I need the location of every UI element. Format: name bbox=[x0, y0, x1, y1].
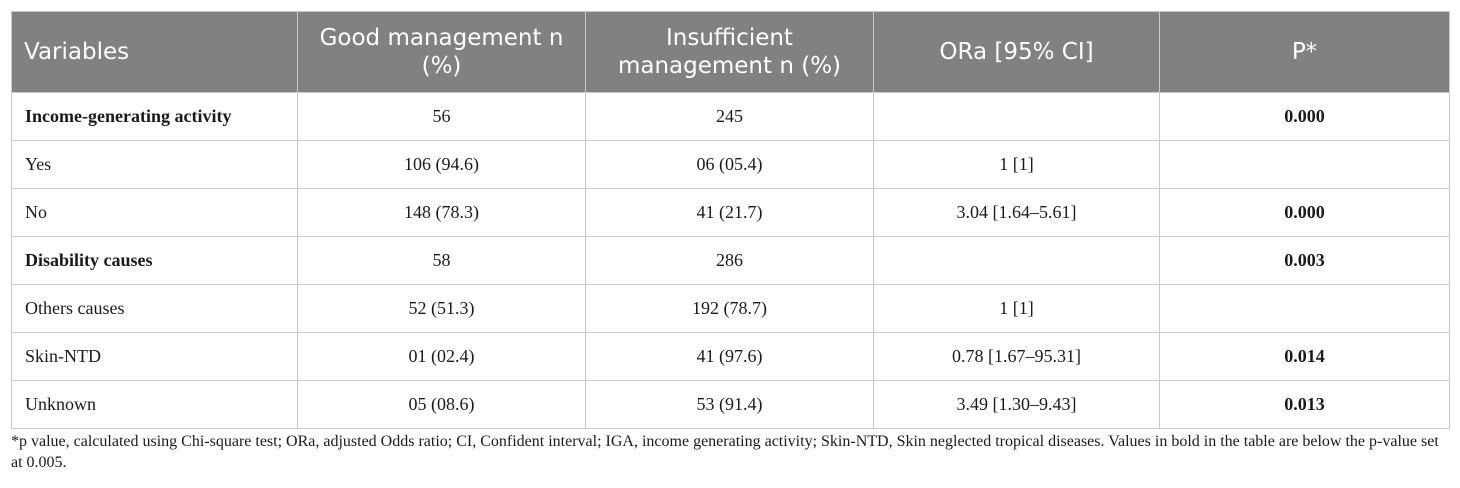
cell-insufficient-management: 286 bbox=[585, 236, 874, 285]
cell-ora-ci bbox=[873, 92, 1160, 141]
cell-insufficient-management: 53 (91.4) bbox=[585, 380, 874, 429]
cell-p-value: 0.013 bbox=[1159, 380, 1450, 429]
cell-variable: Disability causes bbox=[11, 236, 298, 285]
cell-good-management: 01 (02.4) bbox=[297, 332, 586, 381]
cell-insufficient-management: 192 (78.7) bbox=[585, 284, 874, 333]
table-row: Unknown 05 (08.6) 53 (91.4) 3.49 [1.30–9.43… bbox=[11, 380, 1450, 429]
header-p-value: P* bbox=[1159, 11, 1450, 93]
cell-variable: No bbox=[11, 188, 298, 237]
cell-ora-ci: 0.78 [1.67–95.31] bbox=[873, 332, 1160, 381]
cell-p-value: 0.003 bbox=[1159, 236, 1450, 285]
cell-good-management: 56 bbox=[297, 92, 586, 141]
cell-ora-ci: 3.04 [1.64–5.61] bbox=[873, 188, 1160, 237]
table-footnote: *p value, calculated using Chi-square te… bbox=[11, 433, 1439, 471]
results-table: Variables Good management n (%) Insuffic… bbox=[11, 11, 1450, 429]
cell-good-management: 58 bbox=[297, 236, 586, 285]
table-body: Income-generating activity 56 245 0.000 Yes 1… bbox=[11, 92, 1450, 429]
cell-insufficient-management: 245 bbox=[585, 92, 874, 141]
table-header-row: Variables Good management n (%) Insuffic… bbox=[11, 11, 1450, 93]
cell-ora-ci bbox=[873, 236, 1160, 285]
cell-variable: Others causes bbox=[11, 284, 298, 333]
cell-variable: Yes bbox=[11, 140, 298, 189]
table-row: Income-generating activity 56 245 0.000 bbox=[11, 92, 1450, 141]
header-ora-ci: ORa [95% CI] bbox=[873, 11, 1160, 93]
cell-p-value: 0.000 bbox=[1159, 92, 1450, 141]
table-row: Yes 106 (94.6) 06 (05.4) 1 [1] bbox=[11, 140, 1450, 189]
cell-ora-ci: 3.49 [1.30–9.43] bbox=[873, 380, 1160, 429]
cell-variable: Skin-NTD bbox=[11, 332, 298, 381]
cell-good-management: 148 (78.3) bbox=[297, 188, 586, 237]
cell-insufficient-management: 41 (97.6) bbox=[585, 332, 874, 381]
table-row: Skin-NTD 01 (02.4) 41 (97.6) 0.78 [1.67–95.… bbox=[11, 332, 1450, 381]
cell-good-management: 05 (08.6) bbox=[297, 380, 586, 429]
table-row: Disability causes 58 286 0.003 bbox=[11, 236, 1450, 285]
cell-insufficient-management: 06 (05.4) bbox=[585, 140, 874, 189]
cell-p-value: 0.014 bbox=[1159, 332, 1450, 381]
cell-p-value bbox=[1159, 284, 1450, 333]
cell-good-management: 52 (51.3) bbox=[297, 284, 586, 333]
cell-variable: Unknown bbox=[11, 380, 298, 429]
cell-ora-ci: 1 [1] bbox=[873, 284, 1160, 333]
table-row: Others causes 52 (51.3) 192 (78.7) 1 [1] bbox=[11, 284, 1450, 333]
cell-ora-ci: 1 [1] bbox=[873, 140, 1160, 189]
cell-insufficient-management: 41 (21.7) bbox=[585, 188, 874, 237]
header-variables: Variables bbox=[11, 11, 298, 93]
cell-variable: Income-generating activity bbox=[11, 92, 298, 141]
cell-p-value bbox=[1159, 140, 1450, 189]
cell-p-value: 0.000 bbox=[1159, 188, 1450, 237]
header-good-management: Good management n (%) bbox=[297, 11, 586, 93]
table-row: No 148 (78.3) 41 (21.7) 3.04 [1.64–5.61] 0.0… bbox=[11, 188, 1450, 237]
cell-good-management: 106 (94.6) bbox=[297, 140, 586, 189]
header-insufficient-management: Insufficient management n (%) bbox=[585, 11, 874, 93]
results-table-container: Variables Good management n (%) Insuffic… bbox=[11, 11, 1450, 429]
